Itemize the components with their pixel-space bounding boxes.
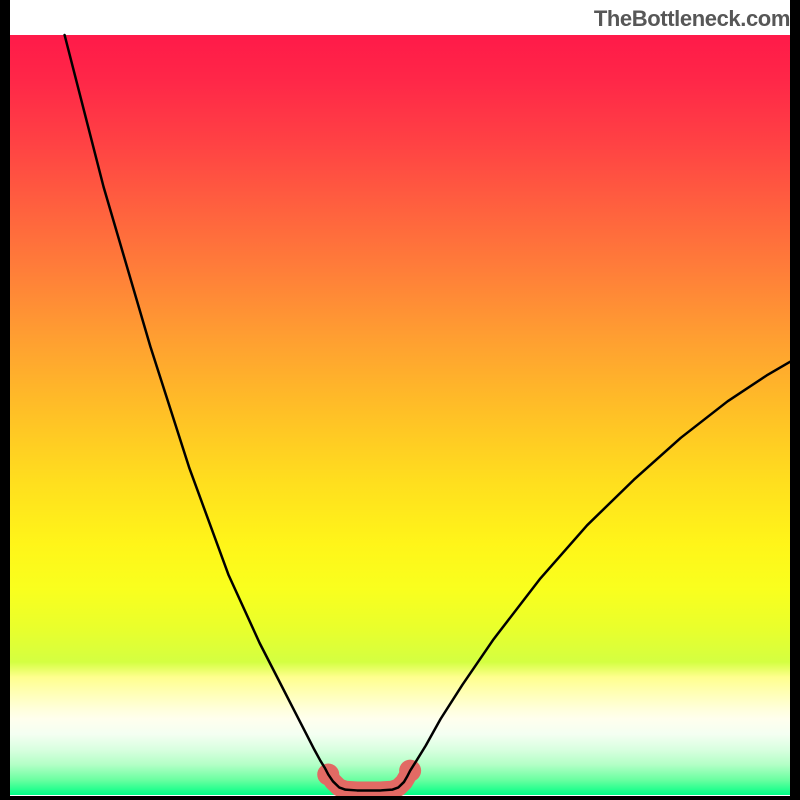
chart-border-bottom [0,796,800,800]
chart-background [10,35,790,795]
watermark-text: TheBottleneck.com [594,6,790,32]
bottleneck-chart: TheBottleneck.com [0,0,800,800]
chart-canvas [0,0,800,800]
chart-border-right [790,0,800,800]
chart-border-left [0,0,10,800]
